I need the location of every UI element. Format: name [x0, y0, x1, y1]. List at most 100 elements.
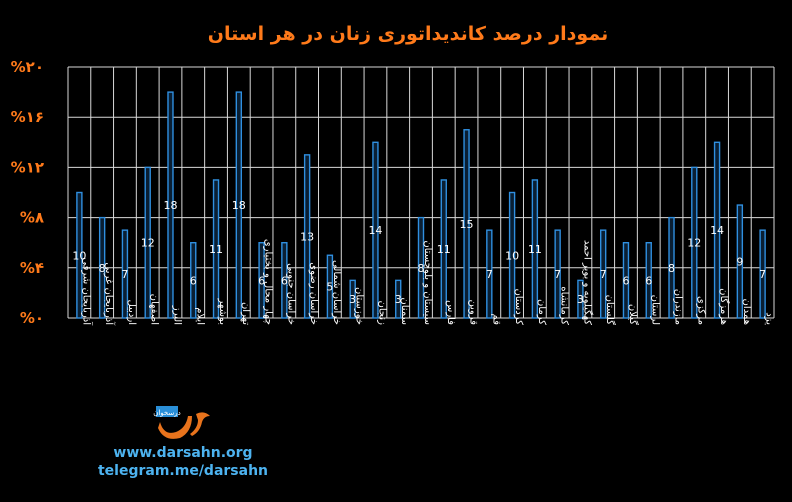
x-axis-ticks: آذربایجان شرقی آذربایجان غربی اردبیل اصفهان… [80, 239, 774, 326]
x-tick-label: گیلان [627, 304, 639, 325]
website-link[interactable]: www.darsahn.org [113, 445, 253, 461]
bar [76, 191, 83, 319]
x-tick-label: همدان [741, 299, 752, 325]
x-tick-label: قزوین [468, 299, 479, 325]
data-label: 3 [395, 293, 402, 306]
bars [76, 91, 766, 319]
data-label: 11 [209, 243, 223, 256]
data-label: 14 [368, 224, 382, 237]
x-tick-label: آذربایجان غربی [103, 262, 116, 326]
y-tick-label: %۴ [20, 259, 44, 277]
data-label: 6 [258, 274, 265, 287]
bar [395, 279, 402, 319]
bar [212, 179, 220, 319]
x-tick-label: خراسان جنوبی [285, 263, 296, 325]
data-label: 11 [528, 243, 542, 256]
data-label: 7 [486, 268, 493, 281]
bar [736, 204, 744, 319]
bar [440, 179, 447, 319]
data-label: 12 [141, 237, 155, 250]
data-label: 15 [460, 218, 474, 231]
data-label: 7 [554, 268, 561, 281]
x-tick-label: مازندران [673, 289, 684, 325]
data-label: 18 [163, 199, 177, 212]
x-tick-label: خراسان رضوی [308, 262, 319, 325]
x-tick-label: یزد [764, 312, 775, 325]
grid [67, 66, 775, 319]
x-tick-label: مرکزی [695, 296, 706, 325]
bar [759, 229, 766, 319]
bar [190, 241, 197, 319]
y-axis-ticks: %۰ %۴ %۸ %۱۲ %۱۶ %۲۰ [11, 58, 44, 327]
data-label: 14 [710, 224, 724, 237]
bar [713, 141, 721, 319]
y-tick-label: %۰ [20, 309, 44, 327]
bar [235, 91, 243, 319]
data-label: 7 [600, 268, 607, 281]
data-label: 8 [99, 262, 106, 275]
chart-title: نمودار درصد کاندیداتوری زنان در هر استان [208, 23, 608, 45]
x-tick-label: سیستان و بلوچستان [422, 240, 433, 325]
bar [167, 91, 174, 319]
data-label: 12 [687, 237, 701, 250]
data-label: 13 [300, 230, 314, 243]
bar [417, 216, 425, 319]
x-tick-label: قم [490, 314, 501, 326]
bar [463, 129, 470, 319]
data-label: 6 [645, 274, 652, 287]
bar [531, 179, 539, 319]
logo-text: درسخوان [153, 409, 181, 417]
data-label: 8 [418, 262, 425, 275]
data-label: 9 [736, 256, 743, 269]
bar [303, 154, 311, 319]
x-tick-label: ایلام [194, 307, 205, 325]
x-tick-label: هرمزگان [718, 288, 730, 325]
data-label: 8 [668, 262, 675, 275]
y-tick-label: %۱۲ [11, 158, 44, 176]
telegram-link[interactable]: telegram.me/darsahn [97, 463, 269, 479]
data-labels: 10 8 7 12 18 6 11 18 6 6 13 5 3 14 3 8 11 15 7 10 11 7 3 7 6 6 8 12… [72, 199, 766, 306]
data-label: 18 [232, 199, 246, 212]
x-tick-label: خوزستان [354, 287, 365, 325]
data-label: 7 [759, 268, 766, 281]
bar [349, 279, 356, 319]
bar [372, 141, 379, 319]
x-tick-label: تهران [240, 302, 251, 325]
data-label: 6 [622, 274, 629, 287]
x-tick-label: کرمان [536, 299, 547, 325]
x-tick-label: گلستان [604, 295, 616, 326]
x-tick-label: زنجان [376, 301, 387, 326]
data-label: 10 [505, 249, 519, 262]
x-tick-label: سمنان [399, 297, 410, 325]
y-tick-label: %۸ [20, 209, 44, 227]
x-tick-label: چهار محال و بختیاری [263, 239, 274, 325]
x-tick-label: فارس [445, 300, 456, 325]
bar [258, 241, 265, 319]
bar [144, 166, 151, 319]
bar [577, 279, 584, 319]
data-label: 11 [437, 243, 451, 256]
x-tick-label: بوشهر [217, 298, 228, 325]
data-label: 10 [72, 249, 86, 262]
bar [622, 241, 630, 319]
data-label: 3 [349, 293, 356, 306]
branding-links: www.darsahn.org telegram.me/darsahn [88, 444, 278, 480]
x-tick-label: کهگیلویه و بویر احمد [581, 240, 593, 325]
y-tick-label: %۱۶ [11, 108, 44, 126]
data-label: 7 [121, 268, 128, 281]
data-label: 6 [190, 274, 197, 287]
bar [668, 216, 675, 319]
bar [281, 241, 288, 319]
x-tick-label: اردبیل [126, 300, 137, 325]
x-tick-label: کردستان [513, 288, 524, 325]
bar [326, 254, 334, 319]
x-tick-label: اصفهان [149, 294, 160, 325]
bar [599, 229, 607, 319]
bar [508, 191, 516, 319]
y-tick-label: %۲۰ [11, 58, 44, 76]
bar [691, 166, 698, 319]
x-tick-label: لرستان [650, 295, 661, 325]
data-label: 5 [326, 281, 333, 294]
bar [98, 216, 106, 319]
